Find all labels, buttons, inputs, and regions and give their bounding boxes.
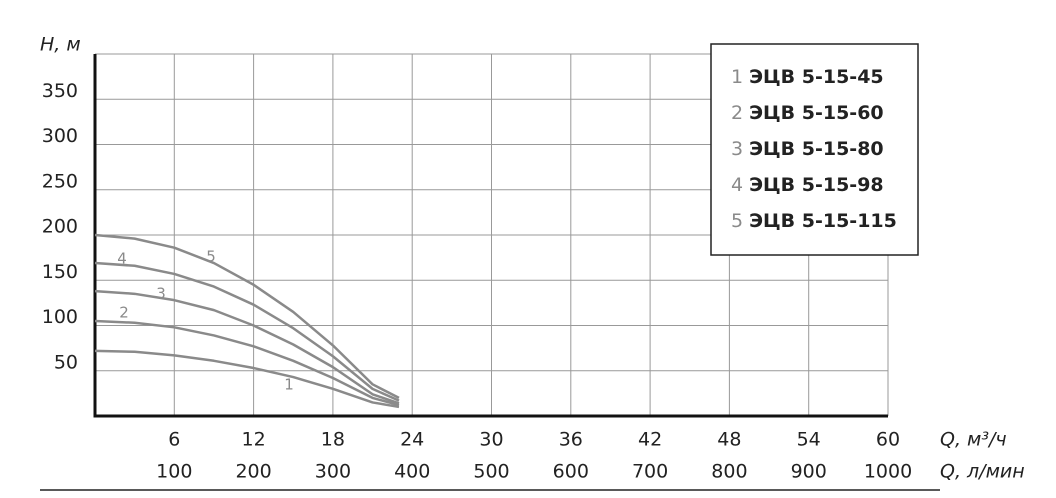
legend-number: 5: [731, 210, 743, 232]
curve-label: 3: [156, 285, 166, 303]
x2-tick-label: 700: [632, 461, 668, 483]
y-axis-label: H, м: [40, 34, 81, 56]
legend-number: 4: [731, 174, 743, 196]
y-tick-label: 350: [42, 80, 78, 102]
x2-tick-label: 400: [394, 461, 430, 483]
y-tick-label: 300: [42, 125, 78, 147]
line-series: [94, 349, 400, 409]
legend-entry: 5 ЭЦВ 5-15-115: [731, 210, 897, 232]
legend-name: ЭЦВ 5-15-45: [749, 66, 884, 88]
x-axis-label: Q, м³/ч: [940, 429, 1007, 451]
legend-name: ЭЦВ 5-15-98: [749, 174, 884, 196]
x-tick-label: 48: [717, 429, 741, 451]
legend-number: 1: [731, 66, 743, 88]
x2-tick-label: 500: [473, 461, 509, 483]
x2-tick-label: 100: [156, 461, 192, 483]
x-tick-label: 54: [797, 429, 821, 451]
legend-entry: 1 ЭЦВ 5-15-45: [731, 66, 884, 88]
legend-entry: 3 ЭЦВ 5-15-80: [731, 138, 884, 160]
x-tick-label: 6: [168, 429, 180, 451]
legend-name: ЭЦВ 5-15-60: [749, 102, 884, 124]
y-tick-label: 100: [42, 306, 78, 328]
curve-label: 4: [117, 250, 127, 268]
x-tick-label: 36: [559, 429, 583, 451]
curve-label: 2: [119, 304, 129, 322]
line-series: [94, 261, 400, 402]
x-tick-label: 18: [321, 429, 345, 451]
x2-tick-label: 900: [791, 461, 827, 483]
x-tick-label: 24: [400, 429, 424, 451]
x2-tick-label: 1000: [864, 461, 912, 483]
line-series: [94, 319, 400, 407]
legend-name: ЭЦВ 5-15-80: [749, 138, 884, 160]
curve-label: 5: [206, 248, 216, 266]
line-series: [94, 289, 400, 405]
x-tick-label: 42: [638, 429, 662, 451]
legend-name: ЭЦВ 5-15-115: [749, 210, 897, 232]
x-tick-label: 60: [876, 429, 900, 451]
x2-tick-label: 200: [235, 461, 271, 483]
legend-entry: 4 ЭЦВ 5-15-98: [731, 174, 884, 196]
line-series: [94, 233, 400, 400]
legend-box: [710, 43, 919, 256]
curve-label: 1: [284, 376, 294, 394]
legend-entry: 2 ЭЦВ 5-15-60: [731, 102, 884, 124]
y-tick-label: 200: [42, 216, 78, 238]
x2-tick-label: 600: [553, 461, 589, 483]
y-tick-label: 250: [42, 170, 78, 192]
y-tick-label: 150: [42, 261, 78, 283]
x2-tick-label: 300: [315, 461, 351, 483]
x-tick-label: 12: [242, 429, 266, 451]
x2-axis-label: Q, л/мин: [940, 461, 1025, 483]
legend-number: 2: [731, 102, 743, 124]
legend-number: 3: [731, 138, 743, 160]
y-tick-label: 50: [54, 351, 78, 373]
x-tick-label: 30: [479, 429, 503, 451]
x2-tick-label: 800: [711, 461, 747, 483]
